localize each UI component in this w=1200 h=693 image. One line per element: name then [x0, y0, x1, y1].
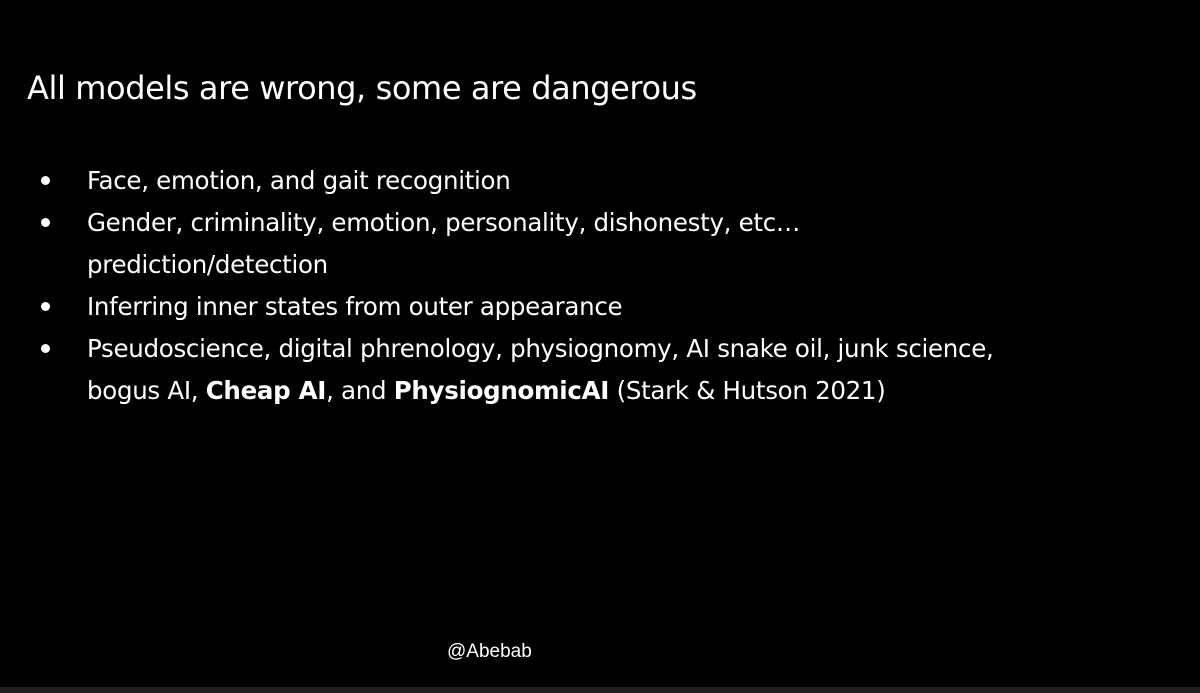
bullet-item: Gender, criminality, emotion, personalit… [40, 202, 1160, 286]
cheap-ai-term: Cheap AI [205, 376, 327, 405]
bullet-text-segment: bogus AI, [87, 376, 206, 405]
bullet-text-continued: prediction/detection [87, 250, 328, 279]
bullet-text: Gender, criminality, emotion, personalit… [87, 208, 801, 237]
bullet-item: Pseudoscience, digital phrenology, physi… [40, 328, 1160, 412]
author-handle: @Abebab [447, 641, 532, 662]
bullet-text-continued: bogus AI, Cheap AI, and PhysiognomicAI (… [87, 370, 1160, 412]
bullet-text: Inferring inner states from outer appear… [87, 292, 623, 321]
bullet-item: Inferring inner states from outer appear… [40, 286, 1160, 328]
physiognomic-ai-term: PhysiognomicAI [393, 376, 610, 405]
bullet-dot-icon [41, 344, 50, 353]
bullet-list: Face, emotion, and gait recognition Gend… [40, 160, 1160, 412]
bullet-dot-icon [41, 176, 50, 185]
bullet-text: Pseudoscience, digital phrenology, physi… [87, 334, 994, 363]
bullet-item: Face, emotion, and gait recognition [40, 160, 1160, 202]
citation: (Stark & Hutson 2021) [609, 376, 886, 405]
bullet-text: Face, emotion, and gait recognition [87, 166, 511, 195]
bullet-text-segment: , and [326, 376, 394, 405]
bullet-dot-icon [41, 302, 50, 311]
bullet-dot-icon [41, 218, 50, 227]
slide-title: All models are wrong, some are dangerous [27, 69, 697, 107]
bottom-divider [0, 687, 1200, 693]
